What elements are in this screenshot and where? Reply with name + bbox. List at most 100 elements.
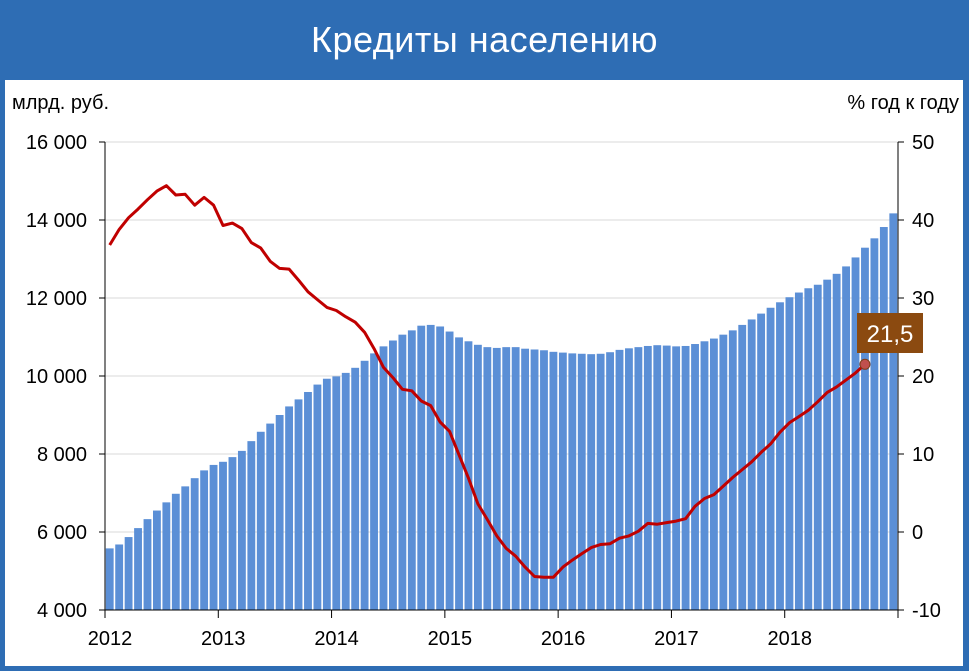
bar (634, 347, 643, 610)
bar (757, 313, 766, 610)
bar (577, 353, 586, 610)
bar (587, 354, 596, 610)
bar (681, 345, 690, 610)
bar (370, 353, 378, 610)
bar (804, 288, 813, 610)
annotation-box (857, 313, 923, 353)
bar (653, 345, 662, 610)
right-axis-tick-label: 10 (912, 444, 934, 466)
bar (776, 302, 784, 610)
left-axis-tick-label: 16 000 (26, 132, 87, 154)
x-axis-tick-label: 2017 (654, 628, 699, 650)
bar (719, 334, 728, 610)
bar (861, 247, 869, 610)
x-axis-tick-label: 2015 (428, 628, 473, 650)
x-axis-tick-label: 2013 (201, 628, 246, 650)
bar (237, 450, 246, 610)
bar (304, 391, 312, 610)
bar (124, 537, 133, 610)
bar (105, 548, 114, 610)
bar (341, 372, 350, 610)
bar (473, 344, 482, 610)
bar (502, 347, 511, 610)
bar (134, 528, 142, 610)
bar (662, 345, 671, 610)
annotation-label: 21,5 (867, 321, 914, 348)
bar (247, 441, 256, 610)
x-axis-tick-label: 2014 (314, 628, 359, 650)
bar (625, 348, 633, 610)
bar (700, 341, 709, 610)
left-axis-tick-label: 12 000 (26, 288, 87, 310)
last-point-marker (859, 358, 871, 370)
bar (332, 376, 341, 610)
bar (530, 349, 539, 610)
bar (785, 297, 794, 610)
bar (889, 213, 898, 610)
bar (540, 350, 548, 610)
left-axis-tick-label: 14 000 (26, 210, 87, 232)
bar (643, 345, 652, 610)
bar (492, 347, 501, 610)
bar (747, 319, 756, 610)
bar (738, 324, 747, 610)
bar (521, 348, 530, 610)
left-axis-tick-label: 8 000 (37, 444, 87, 466)
left-axis-tick-label: 6 000 (37, 522, 87, 544)
bar (294, 399, 303, 610)
x-axis-tick-label: 2018 (767, 628, 812, 650)
bar (228, 457, 237, 610)
bar (615, 349, 624, 610)
left-axis-unit: млрд. руб. (12, 92, 110, 114)
bar (606, 352, 614, 610)
right-axis-tick-label: 20 (912, 366, 934, 388)
bar (285, 406, 294, 610)
bar (483, 347, 492, 610)
bar (445, 331, 454, 610)
bar (322, 378, 331, 610)
bar (209, 464, 218, 610)
bar (171, 493, 180, 610)
bar (360, 360, 369, 610)
bar (266, 423, 275, 610)
bar (351, 367, 360, 610)
bar (115, 544, 124, 610)
bar (417, 325, 426, 610)
bar (794, 292, 803, 610)
bar (851, 257, 860, 610)
bar (313, 384, 322, 610)
right-axis-tick-label: 0 (912, 522, 923, 544)
bar (389, 340, 397, 610)
bar (256, 431, 265, 610)
bar (200, 470, 209, 610)
bar (162, 502, 171, 610)
bar (823, 279, 832, 610)
page-title: Кредиты населению (311, 19, 658, 60)
bar (455, 337, 463, 610)
left-axis-tick-label: 10 000 (26, 366, 87, 388)
bar (190, 478, 199, 610)
bar (407, 330, 416, 610)
bar (691, 344, 699, 610)
bar (870, 238, 879, 610)
bar (398, 334, 407, 610)
right-axis-tick-label: 40 (912, 210, 934, 232)
right-axis-tick-label: -10 (912, 600, 941, 622)
growth-line (108, 184, 867, 579)
bar (436, 326, 445, 610)
right-axis-tick-label: 50 (912, 132, 934, 154)
bar (709, 338, 718, 610)
bar (879, 227, 888, 610)
bar (832, 273, 841, 610)
bar (568, 353, 577, 610)
bar (219, 461, 227, 610)
x-axis-tick-label: 2016 (541, 628, 586, 650)
bar (672, 346, 681, 610)
x-axis-tick-label: 2012 (88, 628, 133, 650)
bar (728, 330, 737, 610)
bar (153, 510, 161, 610)
bar (181, 486, 190, 610)
bar (426, 324, 435, 610)
